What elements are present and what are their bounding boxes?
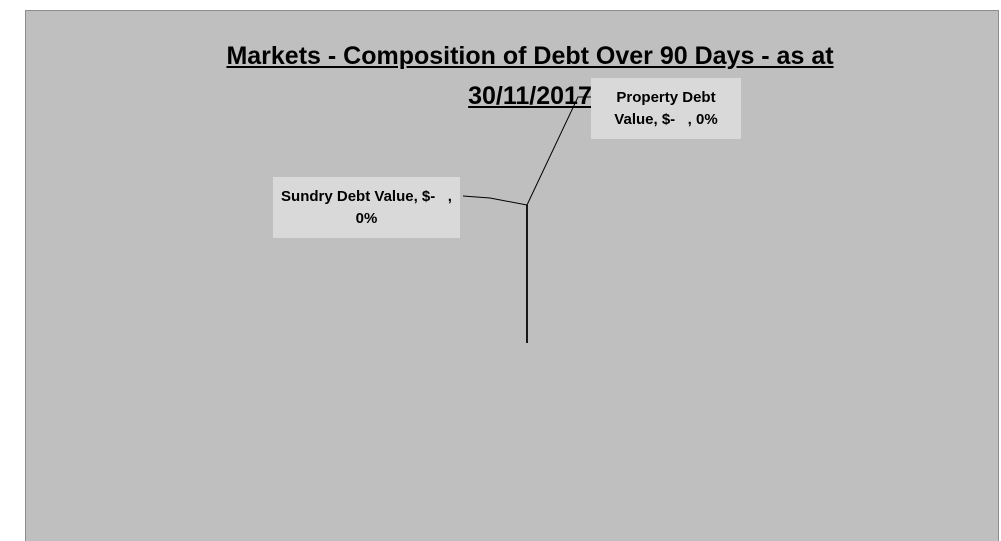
label-category: Sundry Debt Value	[281, 188, 414, 205]
label-value: , $- , 0%	[355, 188, 457, 227]
chart-area	[25, 10, 999, 541]
data-label: Property Debt Value, $- , 0%	[591, 78, 741, 139]
label-value: , $- , 0%	[653, 111, 718, 128]
chart-title: Markets - Composition of Debt Over 90 Da…	[226, 42, 834, 110]
leader-line	[526, 96, 592, 206]
label-category: Property Debt Value	[614, 89, 720, 128]
data-label: Sundry Debt Value, $- , 0%	[273, 177, 460, 238]
leader-line	[462, 195, 528, 206]
